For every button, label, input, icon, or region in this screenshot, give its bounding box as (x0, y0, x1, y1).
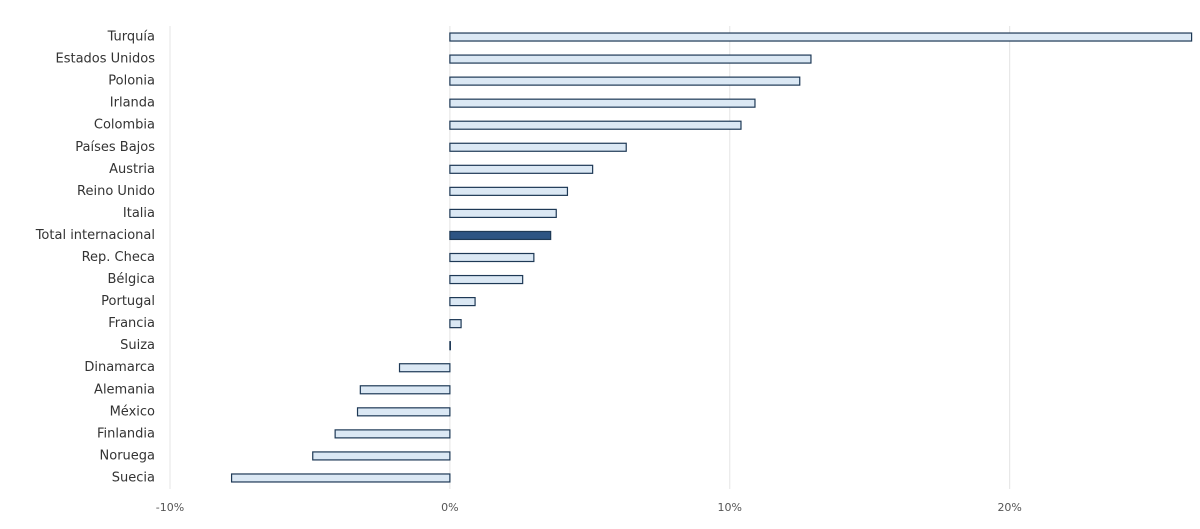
bar (398, 363, 451, 373)
bar (449, 32, 1193, 42)
y-tick-label: Polonia (108, 74, 155, 89)
y-tick-label: Portugal (101, 294, 155, 309)
y-tick-label: Suecia (112, 470, 155, 485)
y-tick-label: Alemania (94, 382, 155, 397)
y-tick-label: México (110, 404, 155, 419)
y-tick-label: Finlandia (97, 426, 155, 441)
y-tick-label: Estados Unidos (55, 52, 155, 67)
bar (449, 341, 451, 351)
y-tick-label: Rep. Checa (82, 250, 155, 265)
y-tick-label: Francia (108, 316, 155, 331)
x-tick-label: 0% (441, 501, 458, 514)
bar (449, 142, 627, 152)
y-tick-label: Bélgica (107, 272, 155, 287)
bar (449, 208, 557, 219)
y-tick-label: Dinamarca (84, 360, 155, 375)
bar (449, 54, 812, 64)
y-tick-label: Colombia (94, 118, 155, 133)
bar (359, 385, 451, 395)
y-tick-label: Turquía (107, 30, 155, 45)
bar (449, 120, 742, 130)
y-tick-label: Suiza (120, 338, 155, 353)
bar (449, 296, 476, 307)
y-tick-label: Noruega (100, 448, 155, 463)
bar (449, 76, 801, 86)
bar (312, 451, 451, 461)
y-tick-label: Total internacional (35, 228, 155, 243)
y-tick-label: Italia (123, 206, 155, 221)
bar (356, 407, 451, 417)
y-tick-label: Reino Unido (77, 184, 155, 199)
x-tick-label: 20% (997, 501, 1021, 514)
bar (449, 230, 552, 241)
bar (230, 473, 451, 483)
y-tick-label: Países Bajos (75, 140, 155, 155)
y-tick-label: Austria (109, 162, 155, 177)
bar (449, 319, 462, 329)
bar (449, 98, 756, 108)
x-tick-label: -10% (156, 501, 184, 514)
bar (449, 186, 569, 196)
bar (449, 274, 524, 285)
x-tick-label: 10% (718, 501, 742, 514)
bar (449, 252, 535, 263)
y-tick-label: Irlanda (110, 96, 155, 111)
bar (449, 164, 594, 174)
bar (334, 429, 451, 439)
